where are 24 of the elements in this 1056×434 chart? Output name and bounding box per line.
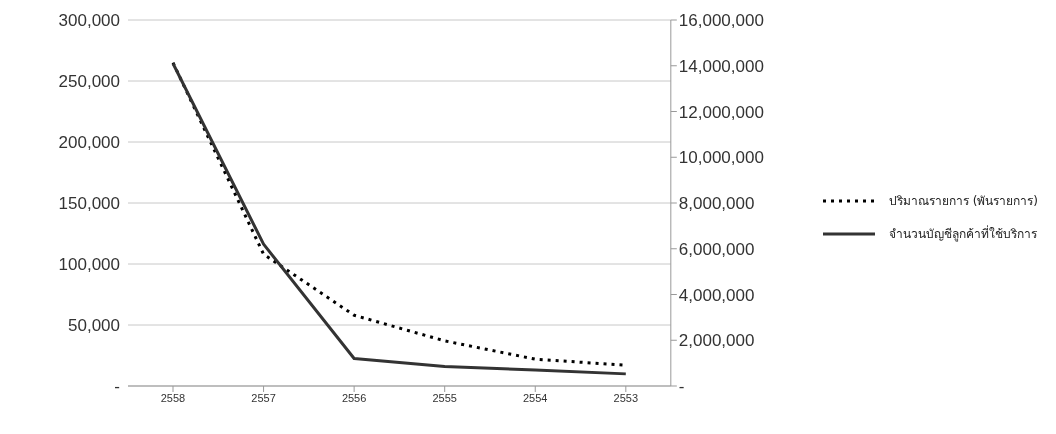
y-tick-label: 50,000	[68, 316, 120, 336]
legend-label: จำนวนบัญชีลูกค้าที่ใช้บริการ	[888, 224, 1037, 243]
y2-tick-label: 16,000,000	[678, 11, 764, 31]
y2-tick-label: 4,000,000	[678, 285, 755, 305]
y-tick-label: -	[114, 377, 120, 397]
x-tick-label: 2555	[432, 391, 457, 404]
y-tick-label: 300,000	[58, 11, 120, 31]
y2-tick-label: 2,000,000	[678, 331, 755, 351]
y-tick-label: 100,000	[58, 255, 120, 275]
x-tick-label: 2556	[341, 391, 367, 404]
y2-tick-label: 8,000,000	[678, 194, 755, 214]
y-tick-label: 250,000	[58, 72, 120, 92]
y-tick-label: 150,000	[58, 194, 120, 214]
y2-tick-label: 10,000,000	[678, 148, 764, 168]
legend-label: ปริมาณรายการ (พันรายการ)	[888, 193, 1038, 210]
y-tick-label: 200,000	[58, 133, 120, 153]
x-tick-label: 2557	[251, 391, 276, 404]
y2-tick-label: -	[678, 377, 685, 397]
x-tick-label: 2553	[613, 391, 639, 404]
y2-tick-label: 12,000,000	[678, 102, 764, 122]
y2-tick-label: 6,000,000	[678, 239, 755, 259]
y2-tick-label: 14,000,000	[678, 56, 764, 76]
x-tick-label: 2554	[523, 391, 548, 404]
x-tick-label: 2558	[160, 391, 186, 404]
